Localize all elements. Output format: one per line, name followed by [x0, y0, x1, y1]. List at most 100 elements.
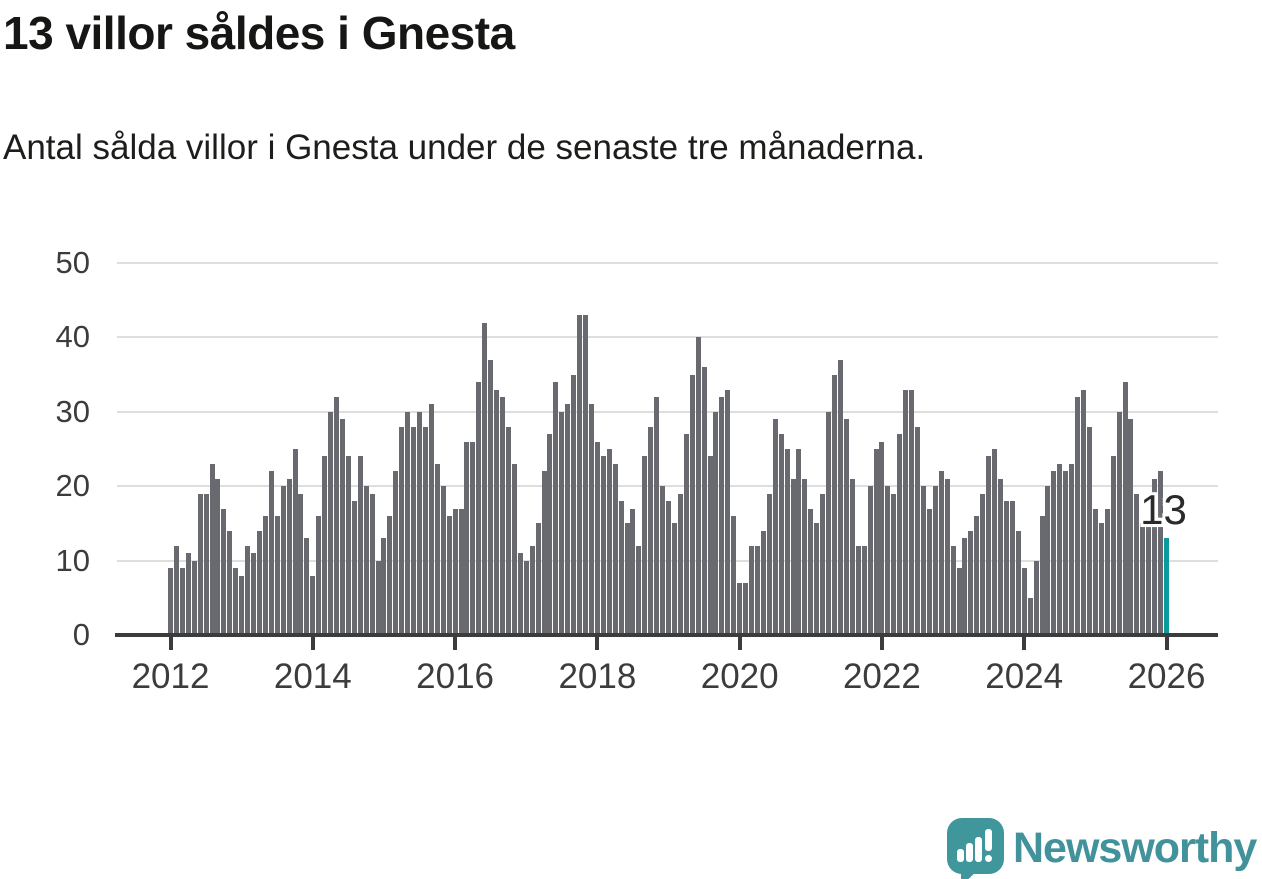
bar-month: [351, 501, 357, 635]
logo-chart-bar-icon: [975, 837, 982, 862]
bar-month: [505, 426, 511, 635]
bar-month: [334, 396, 339, 635]
bar-month: [861, 545, 867, 635]
bar-month: [1039, 516, 1045, 635]
bar-month: [310, 575, 316, 635]
bar-month: [185, 553, 191, 635]
bar-month: [944, 478, 950, 635]
bar-month: [885, 486, 891, 635]
bar-month: [713, 411, 719, 635]
bar-month: [683, 434, 689, 635]
bar-month: [482, 322, 488, 635]
bar-month: [986, 456, 992, 635]
gridline-y-50: [117, 262, 1218, 264]
bar-month: [998, 478, 1003, 635]
bar-month: [695, 337, 701, 635]
bar-month: [535, 523, 541, 635]
bar-month: [375, 560, 381, 635]
y-axis-label-50: 50: [55, 245, 90, 280]
bar-month: [654, 396, 660, 635]
last-value-annotation: 13: [1140, 486, 1187, 534]
bar-month: [268, 471, 274, 635]
y-axis-label-20: 20: [55, 468, 90, 504]
bar-month: [968, 530, 974, 635]
bar-month: [630, 508, 636, 635]
bar-month: [992, 449, 998, 635]
bar-month: [938, 471, 944, 635]
bar-month: [541, 471, 547, 635]
bar-month: [772, 419, 778, 635]
x-axis-tick-2024: [1022, 637, 1027, 650]
bar-month: [369, 493, 375, 635]
bar-month: [766, 493, 772, 635]
bar-month: [826, 411, 832, 635]
bar-month: [517, 553, 523, 635]
bar-month: [814, 523, 820, 635]
bar-month: [494, 389, 500, 635]
bar-month: [245, 545, 251, 635]
bar-month: [903, 389, 909, 635]
bar-month: [197, 493, 203, 635]
bar-month: [671, 523, 677, 635]
x-axis-label-2012: 2012: [131, 657, 210, 696]
bar-month: [399, 426, 405, 635]
bar-month: [203, 493, 209, 635]
bar-month: [464, 441, 470, 635]
bar-month: [1003, 501, 1009, 635]
bar-month: [1128, 419, 1134, 635]
bar-month: [636, 545, 642, 635]
bar-month: [446, 516, 452, 635]
bar-month: [832, 374, 837, 635]
x-axis-label-2020: 2020: [700, 657, 779, 696]
bar-month: [298, 493, 304, 635]
bar-month: [600, 456, 606, 635]
bar-month: [796, 449, 802, 635]
bar-month: [405, 411, 411, 635]
bar-month: [577, 315, 583, 635]
bar-month: [411, 426, 417, 635]
bar-month: [500, 396, 505, 635]
bar-month: [292, 449, 298, 635]
bar-month: [434, 463, 440, 635]
bar-month: [1021, 568, 1027, 635]
highlighted-bar-current-period: [1164, 538, 1169, 635]
x-axis-label-2016: 2016: [416, 657, 495, 696]
bar-month: [571, 374, 577, 635]
bar-month: [328, 411, 334, 635]
bar-month: [345, 456, 351, 635]
bar-month: [624, 523, 630, 635]
bar-month: [760, 530, 766, 635]
x-axis-tick-2018: [595, 637, 600, 650]
bar-month: [689, 374, 695, 635]
bar-month: [387, 516, 393, 635]
bar-month: [1075, 396, 1081, 635]
bar-month: [191, 560, 197, 635]
bar-month: [565, 404, 571, 635]
x-axis-line: [115, 633, 1218, 637]
bar-month: [363, 486, 369, 635]
gridline-y-30: [117, 410, 1218, 413]
bar-month: [1146, 523, 1152, 635]
bar-month: [790, 478, 796, 635]
bar-month: [251, 553, 256, 635]
bar-month: [1152, 478, 1158, 635]
bar-month: [642, 456, 648, 635]
bar-month: [849, 478, 855, 635]
newsworthy-logo: Newsworthy: [947, 812, 1262, 879]
x-axis-label-2014: 2014: [273, 657, 352, 696]
bar-month: [648, 426, 654, 635]
bar-month: [239, 575, 245, 635]
bar-month: [417, 411, 422, 635]
bar-month: [660, 486, 666, 635]
bar-month: [1110, 456, 1116, 635]
bar-month: [523, 560, 529, 635]
bar-month: [897, 434, 903, 635]
chart-subtitle: Antal sålda villor i Gnesta under de sen…: [3, 128, 926, 167]
bar-month: [1069, 463, 1075, 635]
bar-month: [262, 516, 268, 635]
bar-month: [677, 493, 683, 635]
bar-month: [1122, 382, 1128, 635]
bar-month: [867, 486, 873, 635]
